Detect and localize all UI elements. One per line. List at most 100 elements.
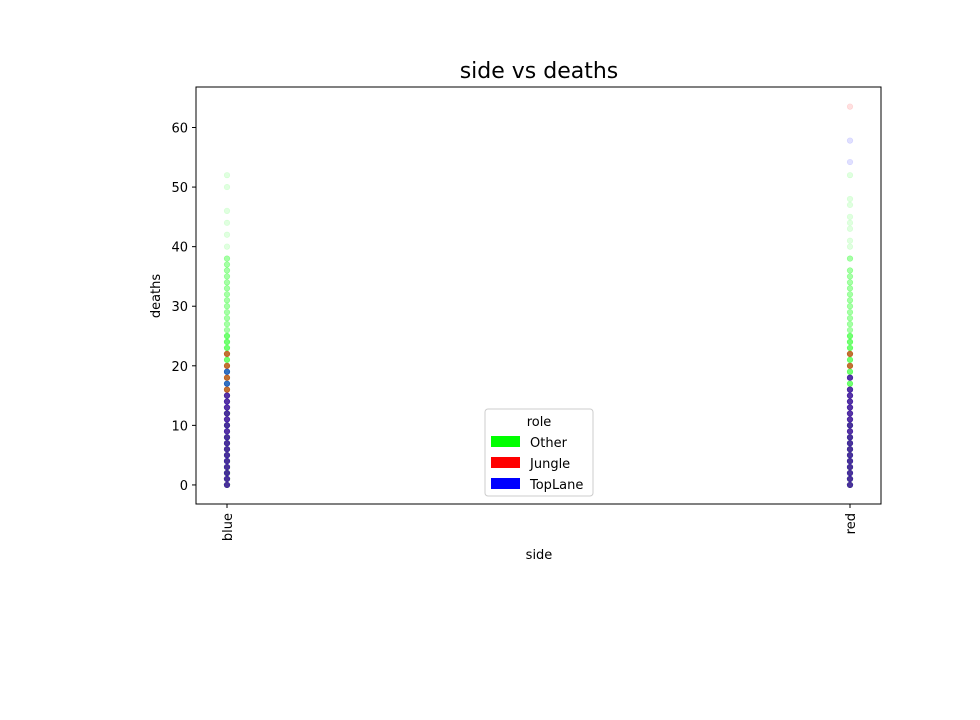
- x-axis: blue red: [221, 504, 859, 541]
- data-point: [846, 440, 854, 447]
- plot-frame: [195, 86, 882, 505]
- y-axis-label: deaths: [149, 274, 164, 319]
- data-point: [846, 291, 854, 298]
- data-point: [223, 291, 231, 298]
- data-point: [846, 219, 854, 226]
- data-point: [846, 380, 854, 387]
- data-point: [846, 469, 854, 477]
- y-tick-label: 30: [171, 300, 188, 315]
- data-point: [846, 416, 854, 423]
- data-point: [223, 404, 231, 411]
- data-point: [223, 368, 231, 375]
- data-point: [846, 386, 854, 393]
- data-point: [223, 392, 231, 399]
- data-point: [846, 362, 854, 369]
- data-point: [846, 303, 854, 310]
- data-point: [223, 231, 231, 238]
- legend-box: [484, 408, 594, 497]
- data-point: [223, 243, 231, 250]
- data-point: [846, 279, 854, 286]
- data-point: [223, 285, 231, 292]
- data-point: [846, 434, 854, 441]
- data-point: [223, 434, 231, 441]
- data-point: [223, 332, 231, 340]
- data-point: [846, 309, 854, 316]
- data-point: [846, 285, 854, 292]
- data-point: [846, 392, 854, 399]
- data-point: [223, 219, 231, 226]
- data-point: [223, 458, 231, 465]
- series-toplane: [223, 137, 854, 489]
- data-point: [223, 350, 231, 357]
- legend-label-toplane: TopLane: [529, 478, 583, 493]
- data-point: [846, 356, 854, 363]
- data-point: [223, 475, 231, 483]
- data-point: [846, 404, 854, 411]
- data-point: [846, 213, 854, 220]
- data-point: [223, 279, 231, 286]
- x-tick-label: red: [844, 513, 859, 534]
- chart-title: side vs deaths: [460, 59, 619, 84]
- data-point: [223, 422, 231, 429]
- data-point: [223, 374, 231, 381]
- y-axis: 0 10 20 30 40 50 60: [171, 122, 196, 494]
- data-point: [223, 261, 231, 268]
- data-point: [223, 267, 231, 274]
- data-point: [223, 315, 231, 322]
- data-point: [846, 225, 854, 232]
- data-point: [223, 410, 231, 417]
- data-point: [846, 320, 854, 328]
- data-point: [223, 469, 231, 477]
- y-tick-label: 10: [171, 419, 188, 434]
- legend-label-other: Other: [530, 436, 568, 451]
- data-point: [223, 356, 231, 363]
- data-point: [223, 428, 231, 435]
- data-point: [846, 255, 854, 262]
- data-point: [846, 338, 854, 346]
- data-point: [223, 326, 231, 334]
- data-point: [846, 463, 854, 471]
- y-tick-label: 40: [171, 241, 188, 256]
- data-point: [846, 158, 854, 166]
- data-point: [846, 172, 854, 179]
- data-point: [223, 320, 231, 328]
- data-point: [846, 103, 854, 110]
- x-axis-label: side: [526, 548, 553, 563]
- data-point: [846, 422, 854, 429]
- data-point: [846, 475, 854, 483]
- data-point: [846, 374, 854, 381]
- data-point: [223, 172, 231, 179]
- data-point: [223, 273, 231, 280]
- data-point: [223, 309, 231, 316]
- data-point: [223, 303, 231, 310]
- data-point: [846, 446, 854, 453]
- legend: role Other Jungle TopLane: [484, 408, 594, 497]
- y-tick-label: 20: [171, 360, 188, 375]
- data-point: [223, 446, 231, 453]
- data-point: [846, 297, 854, 304]
- data-point: [846, 344, 854, 352]
- legend-label-jungle: Jungle: [529, 457, 570, 472]
- data-point: [846, 332, 854, 340]
- data-point: [846, 137, 854, 144]
- data-point: [223, 344, 231, 352]
- data-point: [223, 440, 231, 447]
- data-point: [223, 362, 231, 369]
- x-tick-label: blue: [221, 513, 236, 541]
- data-point: [846, 428, 854, 435]
- data-point: [223, 416, 231, 423]
- data-point: [846, 267, 854, 274]
- data-point: [223, 183, 231, 191]
- data-point: [846, 315, 854, 322]
- data-point: [846, 481, 854, 489]
- data-point: [846, 237, 854, 244]
- data-point: [846, 201, 854, 209]
- data-point: [223, 338, 231, 346]
- legend-swatch-jungle: [491, 457, 520, 468]
- data-point: [846, 350, 854, 357]
- data-point: [223, 481, 231, 489]
- data-point: [223, 463, 231, 471]
- data-point: [223, 255, 231, 262]
- data-point: [846, 195, 854, 203]
